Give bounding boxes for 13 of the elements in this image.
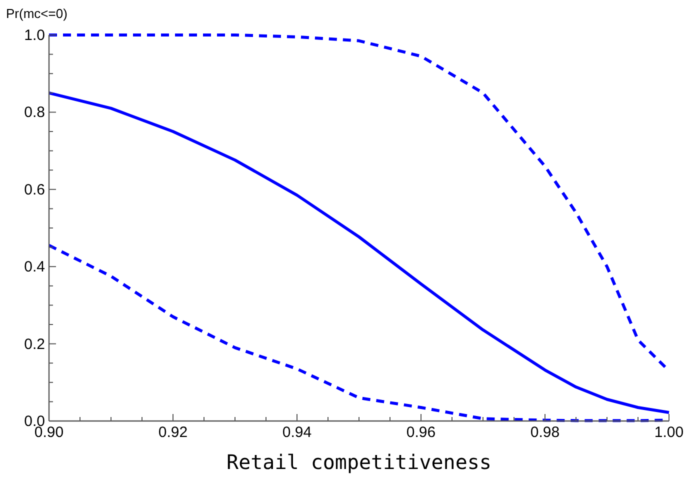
x-tick-label: 0.98: [530, 424, 560, 441]
y-tick-label: 0.8: [24, 104, 45, 122]
y-tick-label: 0.2: [24, 336, 45, 353]
x-tick-label: 0.94: [282, 424, 312, 441]
x-tick-label: 0.92: [158, 424, 188, 441]
x-tick-label: 1.00: [654, 424, 684, 441]
y-tick-label: 1.0: [24, 27, 45, 44]
y-axis-title: Pr(mc<=0): [6, 6, 68, 21]
x-axis-title: Retail competitiveness: [226, 450, 492, 474]
line-series: [48, 91, 670, 414]
x-tick-label: 0.96: [406, 424, 436, 441]
y-tick-label: 0.4: [24, 258, 45, 276]
y-tick-label: 0.6: [24, 181, 45, 198]
